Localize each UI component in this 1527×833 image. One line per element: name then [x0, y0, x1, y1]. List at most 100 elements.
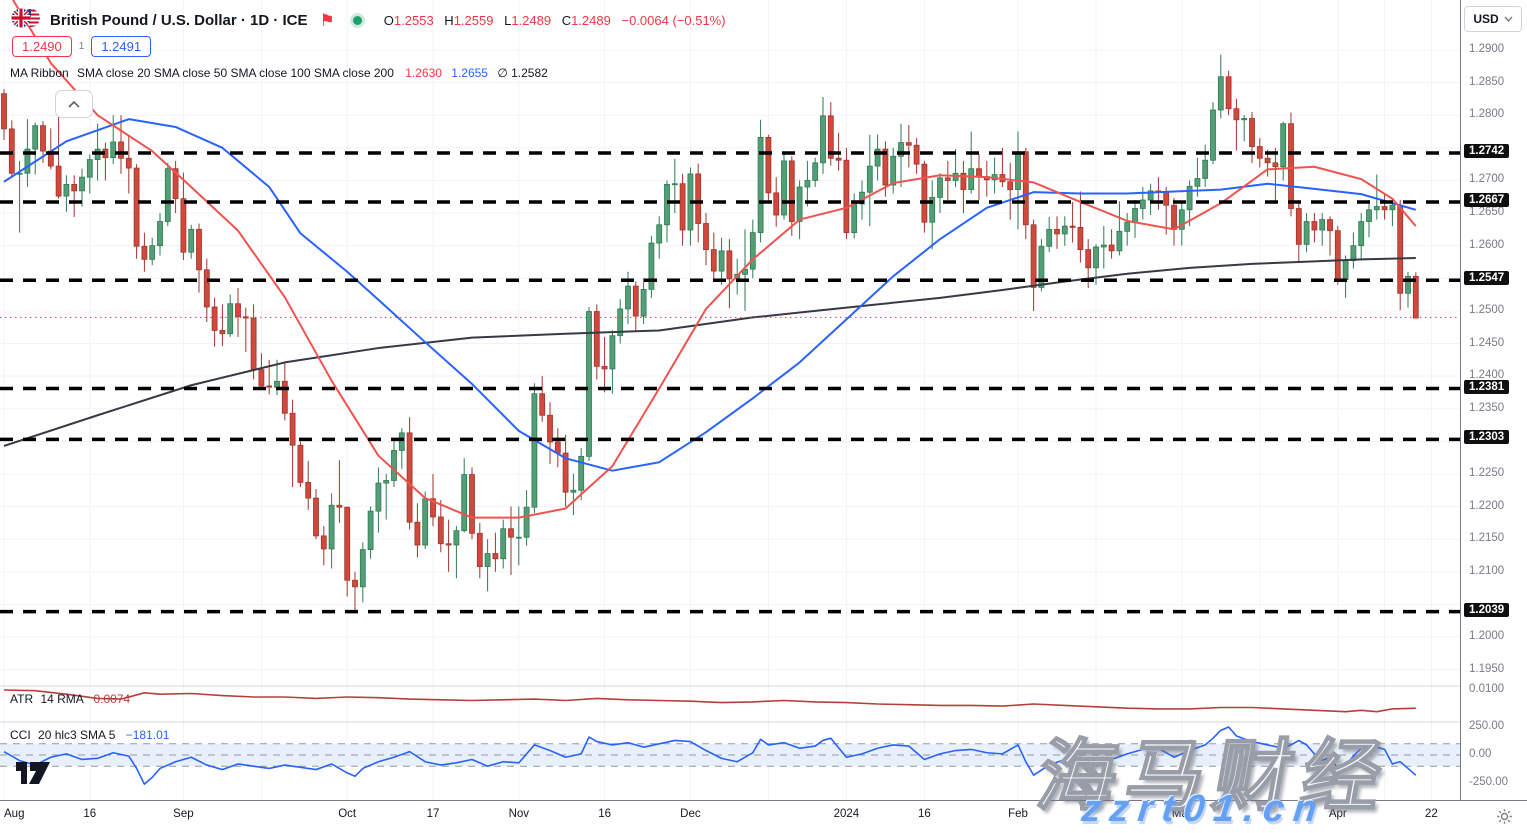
candle-up [1038, 245, 1045, 288]
cci-legend[interactable]: CCI 20 hlc3 SMA 5 −181.01 [10, 728, 169, 742]
candle-down [1108, 244, 1115, 252]
candle-down [1327, 219, 1333, 232]
price-tick: 1.2100 [1469, 564, 1505, 577]
candle-up [929, 197, 936, 223]
atr-legend[interactable]: ATR 14 RMA 0.0074 [10, 692, 130, 706]
candle-down [1264, 157, 1271, 164]
cci-params: 20 hlc3 SMA 5 [38, 728, 116, 742]
price-level-badge: 1.2547 [1464, 271, 1510, 286]
currency-label: USD [1473, 12, 1499, 26]
candle-up [1389, 204, 1396, 211]
price-tick: 1.2500 [1469, 303, 1505, 316]
chart-plot-area[interactable] [0, 0, 1460, 800]
candle-up [367, 510, 374, 551]
candle-up [1350, 245, 1357, 262]
candle-down [547, 414, 553, 443]
candle-down [1397, 204, 1404, 294]
candle-down [1249, 118, 1255, 147]
price-tick: 1.2900 [1469, 43, 1505, 55]
gear-icon[interactable] [1496, 808, 1513, 830]
chevron-up-icon [68, 100, 80, 108]
candle-down [211, 306, 218, 331]
symbol-title[interactable]: British Pound / U.S. Dollar · 1D · ICE [50, 11, 308, 29]
candle-up [1303, 221, 1310, 245]
atr-axis-tick: 0.0100 [1469, 683, 1505, 695]
candle-down [344, 506, 351, 581]
candle-up [586, 311, 592, 457]
candle-up [1178, 209, 1185, 230]
ma-ribbon-value-2: 1.2655 [451, 66, 488, 80]
candle-down [1256, 146, 1263, 159]
candle-up [1210, 109, 1216, 161]
candle-up [1093, 246, 1099, 269]
candle-down [297, 444, 304, 483]
candle-up [1373, 206, 1380, 211]
candle-down [1, 93, 7, 130]
candle-up [1202, 159, 1209, 179]
tradingview-logo[interactable] [14, 752, 52, 791]
time-axis-label: 16 [917, 808, 931, 820]
candle-down [1007, 181, 1014, 190]
candle-up [391, 450, 397, 481]
candle-up [617, 308, 624, 337]
currency-dropdown[interactable]: USD [1464, 6, 1522, 32]
candle-up [609, 335, 616, 370]
collapse-legend-button[interactable] [55, 90, 93, 118]
candle-up [461, 474, 468, 532]
close-value: 1.2489 [571, 12, 611, 28]
time-axis[interactable]: Aug 16 Sep Oct 17 Nov 16 Dec 2024 16 Feb Mar Apr 22 [0, 800, 1527, 833]
ma-ribbon-legend[interactable]: MA Ribbon SMA close 20 SMA close 50 SMA … [10, 66, 548, 80]
candle-up [63, 183, 70, 197]
candle-up [640, 288, 647, 317]
candle-down [336, 504, 343, 508]
candle-up [1116, 230, 1123, 252]
sma20-line [11, 0, 1417, 519]
candle-down [960, 172, 967, 190]
sell-button[interactable]: 1.2490 [12, 36, 72, 57]
price-tick: 1.2450 [1469, 336, 1505, 349]
time-axis-label: Dec [680, 808, 701, 820]
candle-up [149, 245, 156, 260]
flag-marker-icon[interactable]: ⚑ [319, 10, 335, 30]
price-axis[interactable]: USD 1.2900 1.2850 1.2800 1.2700 1.2650 1.2600… [1460, 0, 1527, 800]
atr-line [3, 689, 1416, 713]
candle-up [188, 228, 195, 253]
candle-up [851, 203, 858, 234]
candle-up [79, 176, 85, 192]
candle-up [664, 183, 670, 226]
candle-down [8, 128, 15, 174]
candle-up [671, 183, 678, 186]
cci-value: −181.01 [125, 728, 170, 742]
candle-up [937, 177, 943, 198]
candle-up [1139, 199, 1146, 209]
candle-down [352, 579, 358, 588]
candle-up [820, 115, 826, 164]
candle-down [539, 393, 546, 416]
candle-up [1358, 221, 1365, 247]
candle-down [843, 159, 850, 234]
candle-down [1311, 221, 1318, 231]
candle-down [1054, 228, 1060, 235]
market-status-icon[interactable] [352, 15, 362, 25]
candle-up [531, 393, 538, 508]
candle-up [523, 506, 530, 538]
candle-down [1022, 151, 1029, 226]
price-tick: 1.1950 [1469, 662, 1505, 675]
candle-down [695, 173, 702, 224]
ma-ribbon-params: SMA close 20 SMA close 50 SMA close 100 … [77, 66, 394, 80]
price-tick: 1.2800 [1469, 108, 1505, 121]
buy-button[interactable]: 1.2491 [91, 36, 152, 57]
candle-up [796, 186, 803, 222]
time-axis-label: Apr [1328, 808, 1347, 820]
price-tick: 1.2250 [1469, 466, 1505, 479]
candle-up [328, 504, 335, 550]
bid-ask-panel: 1.2490 1 1.2491 [12, 36, 152, 57]
candle-down [320, 535, 327, 550]
candle-up [1280, 123, 1287, 168]
candle-down [141, 245, 148, 260]
price-tick: 1.2600 [1469, 238, 1505, 251]
candle-down [1334, 230, 1341, 280]
candle-down [976, 168, 982, 177]
chevron-down-icon [1504, 16, 1513, 22]
candle-down [1295, 208, 1302, 245]
